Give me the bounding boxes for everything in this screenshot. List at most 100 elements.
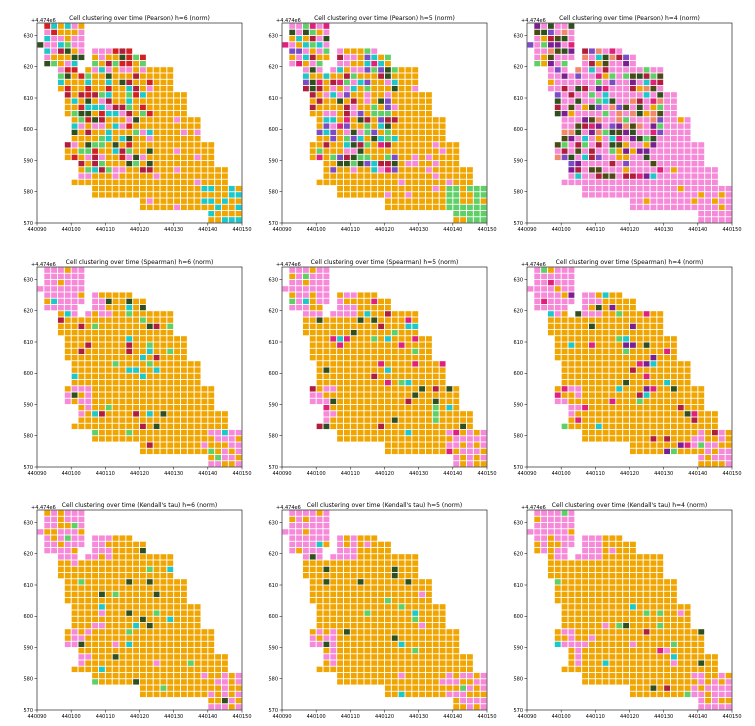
cluster-cell (711, 666, 718, 673)
cluster-cell (582, 73, 589, 79)
cluster-cell (568, 167, 575, 173)
cluster-cell (51, 541, 58, 548)
cluster-cell (391, 160, 398, 167)
cluster-cell (208, 192, 215, 198)
cluster-cell (126, 98, 133, 104)
cluster-cell (412, 666, 419, 673)
cluster-cell (391, 554, 398, 560)
cluster-cell (650, 329, 657, 336)
cluster-cell (316, 273, 323, 280)
cluster-cell (337, 361, 344, 367)
cluster-cell (636, 192, 643, 198)
cluster-cell (725, 679, 732, 685)
cluster-cell (44, 541, 51, 548)
cluster-cell (51, 23, 58, 29)
cluster-cell (64, 635, 71, 641)
cluster-cell (228, 685, 235, 691)
x-tick-label: 440130 (409, 471, 428, 477)
cluster-cell (609, 585, 616, 591)
cluster-cell (602, 560, 609, 566)
cluster-cell (460, 691, 467, 698)
cluster-cell (85, 610, 92, 616)
cluster-cell (698, 442, 705, 448)
cluster-cell (357, 660, 364, 666)
cluster-cell (616, 641, 623, 648)
cluster-cell (337, 566, 344, 573)
cluster-cell (636, 604, 643, 610)
cluster-cell (568, 160, 575, 167)
cluster-cell (180, 179, 187, 186)
cluster-cell (180, 104, 187, 111)
cluster-cell (371, 67, 378, 73)
cluster-cell (691, 417, 698, 423)
cluster-cell (309, 329, 316, 336)
cluster-cell (691, 629, 698, 635)
cluster-cell (677, 160, 684, 167)
cluster-cell (378, 98, 385, 104)
cluster-cell (568, 348, 575, 355)
cluster-cell (602, 554, 609, 560)
cluster-cell (133, 436, 140, 442)
cluster-cell (725, 448, 732, 455)
cluster-cell (432, 204, 439, 211)
cluster-cell (343, 85, 350, 92)
cluster-cell (677, 129, 684, 136)
cluster-cell (139, 379, 146, 386)
cluster-cell (316, 373, 323, 380)
cluster-cell (453, 148, 460, 154)
cluster-cell (629, 448, 636, 455)
cluster-cell (309, 336, 316, 342)
cluster-cell (309, 560, 316, 566)
cluster-cell (187, 129, 194, 136)
cluster-cell (568, 616, 575, 623)
y-tick-label: 570 (513, 465, 523, 471)
cluster-cell (57, 73, 64, 79)
cluster-cell (167, 198, 174, 204)
cluster-cell (133, 547, 140, 554)
cluster-cell (412, 123, 419, 129)
cluster-cell (289, 298, 296, 305)
cluster-cell (636, 560, 643, 566)
cluster-cell (439, 685, 446, 691)
cluster-cell (85, 398, 92, 405)
cluster-cell (105, 92, 112, 98)
cluster-cell (419, 398, 426, 405)
cluster-cell (71, 42, 78, 48)
cluster-cell (309, 92, 316, 98)
cluster-cell (112, 654, 119, 660)
cluster-cell (371, 60, 378, 67)
cluster-cell (64, 398, 71, 405)
cluster-cell (180, 373, 187, 380)
cluster-cell (609, 192, 616, 198)
cluster-cell (636, 554, 643, 560)
cluster-cell (105, 367, 112, 373)
cluster-cell (146, 591, 153, 598)
cluster-cell (371, 398, 378, 405)
cluster-cell (616, 298, 623, 305)
cluster-cell (371, 354, 378, 361)
cluster-cell (174, 597, 181, 604)
cluster-cell (302, 560, 309, 566)
cluster-cell (588, 148, 595, 154)
cluster-cell (133, 572, 140, 579)
cluster-cell (105, 641, 112, 648)
cluster-cell (221, 672, 228, 679)
cluster-cell (412, 311, 419, 317)
cluster-cell (691, 173, 698, 179)
cluster-cell (343, 654, 350, 660)
cluster-cell (623, 342, 630, 348)
cluster-cell (391, 173, 398, 179)
cluster-cell (670, 354, 677, 361)
cluster-cell (85, 336, 92, 342)
cluster-cell (139, 79, 146, 86)
cluster-cell (221, 167, 228, 173)
cluster-cell (670, 417, 677, 423)
cluster-cell (343, 647, 350, 654)
cluster-cell (711, 429, 718, 436)
cluster-cell (405, 622, 412, 629)
cluster-cell (194, 641, 201, 648)
cluster-cell (616, 392, 623, 398)
cluster-cell (391, 317, 398, 323)
cluster-cell (153, 660, 160, 666)
cluster-cell (691, 442, 698, 448)
